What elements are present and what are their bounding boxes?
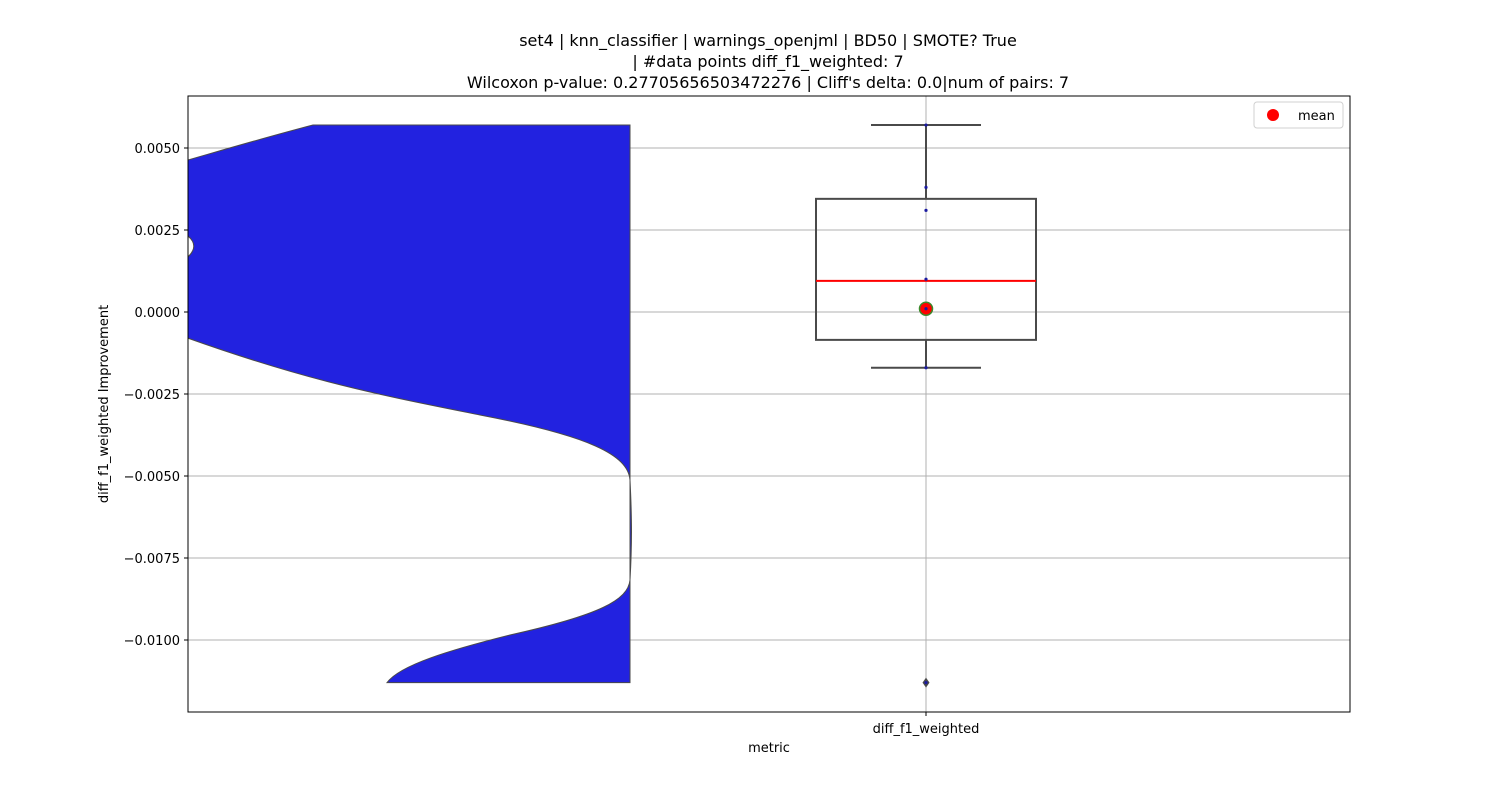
y-axis-ticks: 0.0050 0.0025 0.0000 −0.0025 −0.0050 −0.0075 −… [124, 142, 188, 649]
legend-mean-label: mean [1298, 109, 1335, 124]
box-iqr [815, 197, 1037, 341]
chart-title-line-3: Wilcoxon p-value: 0.27705656503472276 | … [466, 73, 1070, 92]
plot-frame [187, 95, 1351, 713]
data-point [924, 208, 928, 212]
legend-mean-marker [1267, 109, 1279, 121]
x-axis-ticks: diff_f1_weighted [873, 712, 980, 737]
y-axis-label: diff_f1_weighted Improvement [97, 305, 112, 503]
y-tick-label: 0.0025 [135, 224, 181, 239]
y-tick-label: 0.0050 [135, 142, 181, 157]
y-tick-label: 0.0000 [135, 306, 181, 321]
data-point [924, 123, 928, 127]
data-point [924, 185, 928, 189]
data-point [924, 307, 928, 311]
violin-shape [188, 124, 632, 684]
data-points [924, 123, 928, 685]
data-point [924, 277, 928, 281]
y-tick-label: −0.0025 [124, 388, 180, 403]
x-axis-label: metric [748, 741, 790, 756]
data-point [924, 366, 928, 370]
legend: mean [1253, 101, 1344, 129]
y-tick-label: −0.0050 [124, 470, 180, 485]
x-tick-label: diff_f1_weighted [873, 722, 980, 737]
y-tick-label: −0.0075 [124, 552, 180, 567]
chart-title-line-2: | #data points diff_f1_weighted: 7 [632, 52, 904, 71]
y-tick-label: −0.0100 [124, 634, 180, 649]
data-point [924, 681, 928, 685]
chart-title-line-1: set4 | knn_classifier | warnings_openjml… [519, 31, 1017, 50]
legend-box [1253, 101, 1344, 129]
